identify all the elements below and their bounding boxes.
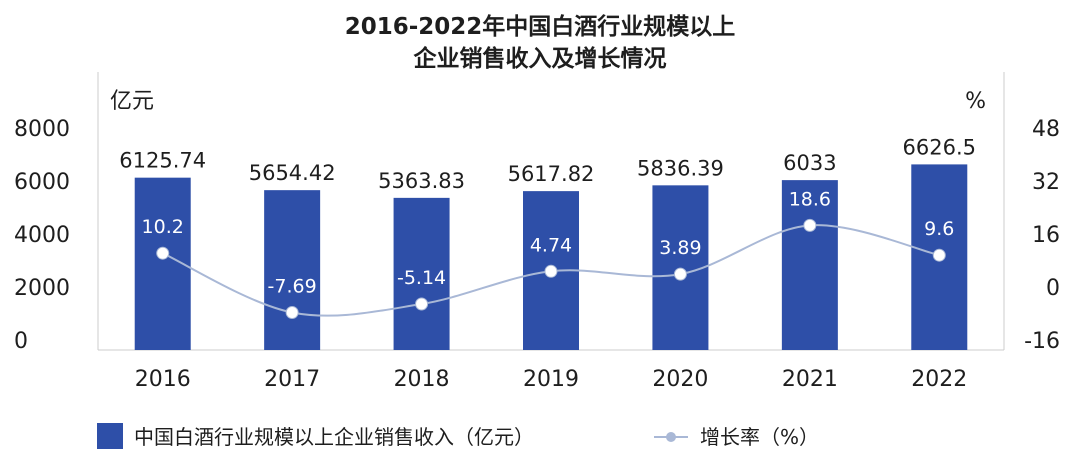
x-axis-ticks: 2016 2017 2018 2019 2020 2021 2022 [135, 367, 968, 392]
legend-bar-swatch [97, 423, 123, 449]
rate-value-label: -7.69 [268, 275, 317, 297]
rate-point [803, 218, 817, 232]
x-tick-label: 2017 [264, 367, 320, 392]
rate-point [932, 248, 946, 262]
left-axis-unit: 亿元 [110, 89, 154, 114]
x-tick-label: 2018 [394, 367, 450, 392]
bar-value-label: 5654.42 [249, 161, 336, 185]
bar-value-label: 5363.83 [378, 169, 465, 193]
rate-value-label: 9.6 [924, 218, 954, 240]
legend: 中国白酒行业规模以上企业销售收入（亿元） 增长率（%） [97, 423, 819, 449]
left-tick-label: 4000 [14, 223, 70, 248]
x-tick-label: 2022 [911, 367, 967, 392]
bar-value-label: 5617.82 [508, 162, 595, 186]
bar [781, 180, 838, 350]
rate-value-label: 4.74 [530, 234, 572, 256]
rate-value-label: 10.2 [142, 216, 184, 238]
left-tick-label: 8000 [14, 117, 70, 142]
x-tick-label: 2016 [135, 367, 191, 392]
bar-series [134, 164, 968, 350]
chart-title-line-2: 企业销售收入及增长情况 [413, 45, 667, 72]
chart-title-line-1: 2016-2022年中国白酒行业规模以上 [345, 13, 736, 40]
right-tick-label: -16 [1024, 329, 1060, 354]
x-tick-label: 2021 [782, 367, 838, 392]
legend-line-marker [666, 432, 676, 442]
right-tick-label: 48 [1032, 117, 1060, 142]
rate-point [415, 297, 429, 311]
bar-value-label: 5836.39 [637, 156, 724, 180]
bar [264, 190, 321, 350]
rate-point [673, 267, 687, 281]
bar-value-label: 6125.74 [119, 149, 206, 173]
rate-series: 10.2 -7.69 -5.14 4.74 3.89 18.6 9.6 [142, 188, 954, 319]
x-tick-label: 2020 [652, 367, 708, 392]
right-axis-unit: % [965, 89, 986, 114]
right-tick-label: 32 [1032, 170, 1060, 195]
right-tick-label: 16 [1032, 223, 1060, 248]
left-tick-label: 0 [14, 329, 28, 354]
right-axis-ticks: 48 32 16 0 -16 [1024, 117, 1060, 354]
right-tick-label: 0 [1046, 276, 1060, 301]
legend-line-label: 增长率（%） [700, 425, 819, 449]
left-axis-ticks: 8000 6000 4000 2000 0 [14, 117, 70, 354]
left-tick-label: 6000 [14, 170, 70, 195]
legend-bar-label: 中国白酒行业规模以上企业销售收入（亿元） [134, 425, 534, 449]
bar-value-label: 6033 [783, 151, 836, 175]
bar-value-labels: 6125.74 5654.42 5363.83 5617.82 5836.39 6033 6… [119, 135, 976, 192]
rate-point [156, 246, 170, 260]
rate-point [285, 305, 299, 319]
rate-value-label: -5.14 [397, 267, 446, 289]
rate-point [544, 264, 558, 278]
rate-value-label: 3.89 [659, 237, 701, 259]
rate-value-label: 18.6 [789, 188, 831, 210]
bar-value-label: 6626.5 [903, 135, 976, 159]
left-tick-label: 2000 [14, 276, 70, 301]
bar [393, 197, 450, 350]
x-tick-label: 2019 [523, 367, 579, 392]
